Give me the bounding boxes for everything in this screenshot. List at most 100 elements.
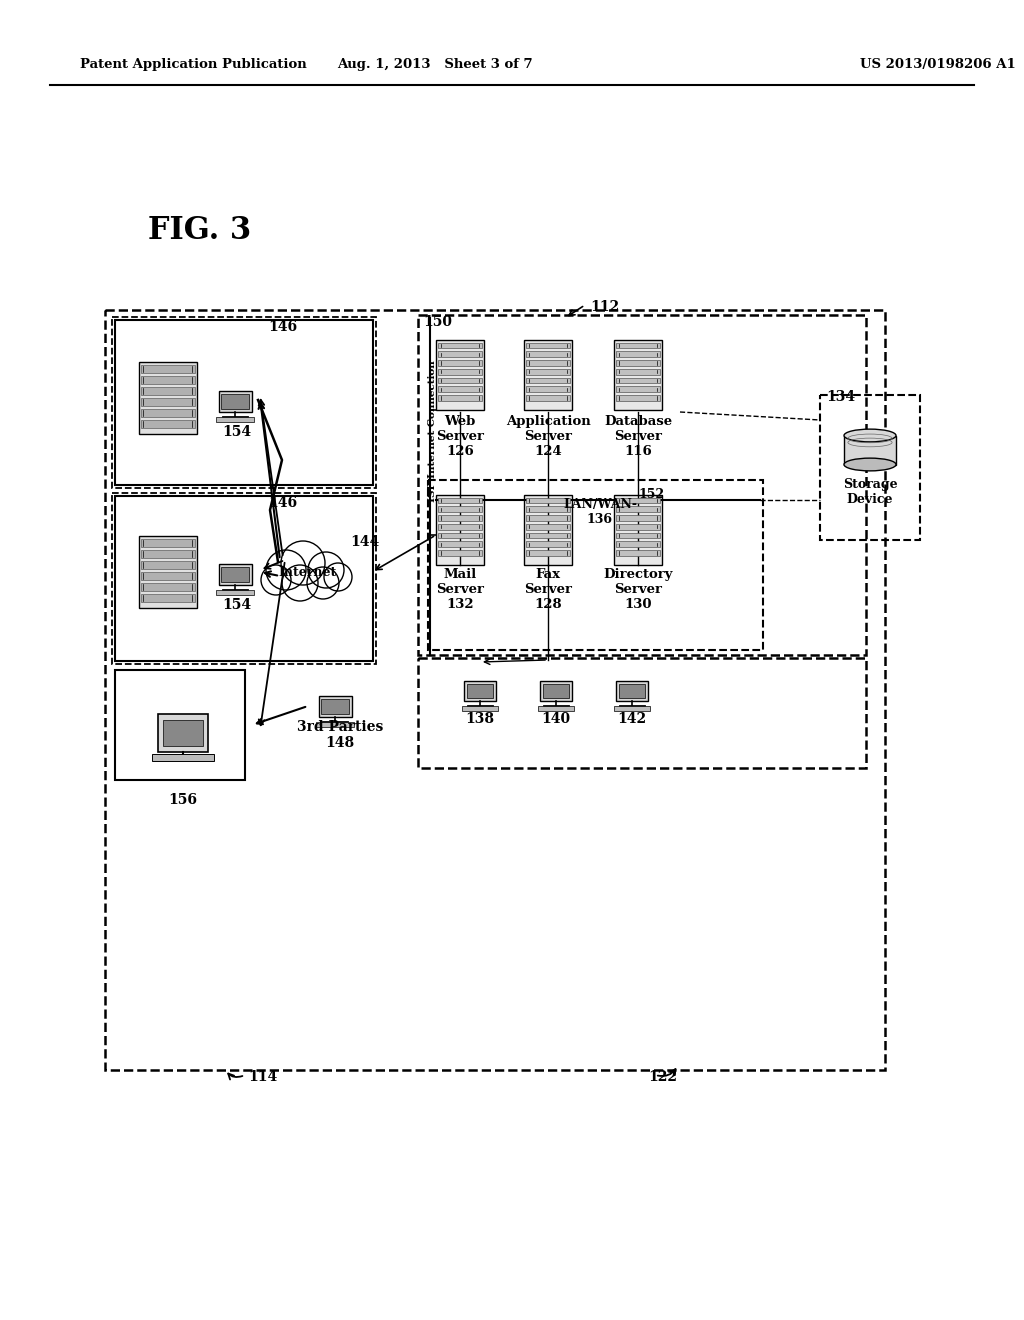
Bar	[438, 395, 482, 401]
Bar	[524, 495, 572, 565]
Bar	[141, 376, 195, 384]
Bar	[221, 393, 249, 409]
Bar	[616, 378, 660, 383]
Text: US 2013/0198206 A1: US 2013/0198206 A1	[860, 58, 1016, 71]
Text: Mail
Server
132: Mail Server 132	[436, 568, 484, 611]
Text: 142: 142	[617, 711, 646, 726]
Text: 138: 138	[466, 711, 495, 726]
Bar	[218, 391, 252, 412]
Text: 134: 134	[826, 389, 855, 404]
Bar	[322, 698, 348, 714]
Bar	[438, 378, 482, 383]
Bar	[526, 541, 570, 546]
Bar	[418, 657, 866, 768]
Circle shape	[307, 568, 339, 599]
Bar	[216, 590, 254, 595]
Bar	[844, 436, 896, 465]
Bar	[436, 495, 484, 565]
Bar	[616, 498, 660, 503]
Bar	[141, 594, 195, 602]
Bar	[526, 498, 570, 503]
Bar	[539, 706, 573, 711]
Bar	[141, 399, 195, 407]
Bar	[526, 507, 570, 512]
Bar	[543, 684, 569, 698]
Bar	[115, 496, 373, 661]
Bar	[139, 362, 197, 434]
Bar	[316, 722, 353, 727]
Text: LAN/WAN-
136: LAN/WAN- 136	[563, 498, 637, 525]
Bar	[438, 515, 482, 521]
Bar	[616, 395, 660, 401]
Bar	[438, 368, 482, 375]
Bar	[438, 343, 482, 348]
Bar	[141, 561, 195, 569]
Bar	[524, 341, 572, 411]
Bar	[438, 541, 482, 546]
Bar	[541, 681, 571, 701]
Bar	[436, 341, 484, 411]
Bar	[105, 310, 885, 1071]
Bar	[153, 754, 214, 762]
Bar	[112, 492, 376, 664]
Bar	[614, 495, 662, 565]
Text: 154: 154	[222, 598, 252, 612]
Text: 156: 156	[169, 793, 198, 807]
Text: Directory
Server
130: Directory Server 130	[603, 568, 673, 611]
Bar	[141, 572, 195, 581]
Bar	[616, 524, 660, 529]
Bar	[614, 341, 662, 411]
Bar	[418, 315, 866, 655]
Text: 112: 112	[590, 300, 620, 314]
Text: 122: 122	[648, 1071, 677, 1084]
Ellipse shape	[844, 429, 896, 442]
Bar	[526, 550, 570, 556]
Text: 154: 154	[222, 425, 252, 440]
Bar	[438, 360, 482, 366]
Circle shape	[308, 552, 344, 587]
Bar	[467, 684, 493, 698]
Circle shape	[281, 541, 325, 585]
Text: Fax
Server
128: Fax Server 128	[524, 568, 572, 611]
Bar	[218, 564, 252, 585]
Bar	[616, 507, 660, 512]
Text: ISP Internet Connection: ISP Internet Connection	[428, 360, 437, 502]
Bar	[438, 498, 482, 503]
Bar	[616, 533, 660, 539]
Circle shape	[282, 565, 318, 601]
Bar	[526, 351, 570, 358]
Bar	[112, 317, 376, 488]
Text: FIG. 3: FIG. 3	[148, 215, 251, 246]
Bar	[616, 351, 660, 358]
Bar	[438, 507, 482, 512]
Bar	[614, 706, 650, 711]
Bar	[141, 550, 195, 558]
Bar	[115, 319, 373, 484]
Text: 146: 146	[268, 319, 297, 334]
Text: Web
Server
126: Web Server 126	[436, 414, 484, 458]
Bar	[438, 351, 482, 358]
Text: Aug. 1, 2013   Sheet 3 of 7: Aug. 1, 2013 Sheet 3 of 7	[337, 58, 532, 71]
Bar	[139, 536, 197, 609]
Ellipse shape	[844, 458, 896, 471]
Bar	[438, 387, 482, 392]
Bar	[438, 533, 482, 539]
Text: Storage
Device: Storage Device	[843, 478, 897, 506]
Bar	[526, 378, 570, 383]
Bar	[318, 696, 351, 717]
Text: Internet: Internet	[279, 565, 337, 578]
Text: 150: 150	[423, 315, 452, 329]
Bar	[438, 550, 482, 556]
Circle shape	[266, 550, 306, 590]
Bar	[526, 533, 570, 539]
Bar	[616, 681, 648, 701]
Bar	[438, 524, 482, 529]
Bar	[115, 671, 245, 780]
Bar	[616, 368, 660, 375]
Bar	[158, 714, 208, 751]
Text: 140: 140	[542, 711, 570, 726]
Bar	[616, 343, 660, 348]
Bar	[616, 550, 660, 556]
Bar	[820, 395, 920, 540]
Bar	[526, 343, 570, 348]
